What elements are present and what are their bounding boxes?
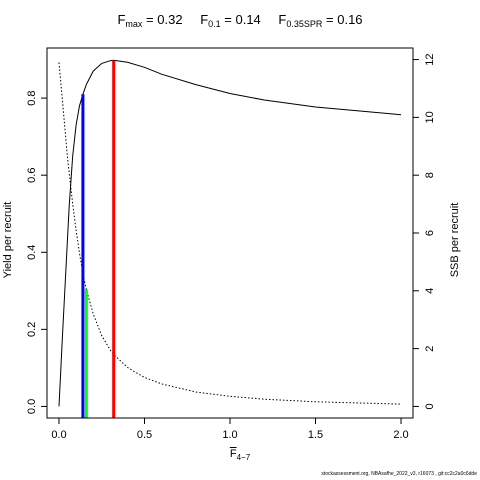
y-left-tick-label: 0.6 <box>26 168 38 183</box>
x-tick-label: 0.0 <box>51 429 66 441</box>
y-right-tick-label: 4 <box>424 288 436 294</box>
y-right-tick-label: 8 <box>424 172 436 178</box>
credit-text: stockassessment.org, NBAsafhe_2022_v3, r… <box>321 471 477 477</box>
y-right-tick-label: 0 <box>424 403 436 409</box>
x-tick-label: 1.5 <box>308 429 323 441</box>
y-right-tick-label: 12 <box>424 53 436 65</box>
plot-frame <box>46 47 414 419</box>
ssb-per-recruit-line <box>58 62 402 405</box>
x-tick-label: 0.5 <box>137 429 152 441</box>
yield-per-recruit-line <box>58 59 402 407</box>
title-f01: F0.1 = 0.14 <box>200 12 261 29</box>
title-fmax: Fmax = 0.32 <box>117 12 183 29</box>
y-right-tick-label: 10 <box>424 111 436 123</box>
y-left-tick-label: 0.8 <box>26 90 38 105</box>
x-tick-label: 1.0 <box>222 429 237 441</box>
y-left-tick-label: 0.2 <box>26 322 38 337</box>
y-left-tick-label: 0.0 <box>26 399 38 414</box>
y-right-tick-label: 2 <box>424 346 436 352</box>
y-left-tick-label: 0.4 <box>26 245 38 260</box>
y-right-axis-label: SSB per recruit <box>449 203 461 278</box>
x-tick-label: 2.0 <box>393 429 408 441</box>
y-left-axis-label: Yield per recruit <box>2 202 14 279</box>
y-right-tick-label: 6 <box>424 230 436 236</box>
x-axis-label: F4−7 <box>229 448 251 462</box>
plot-title: Fmax = 0.32 F0.1 = 0.14 F0.35SPR = 0.16 <box>0 12 480 29</box>
title-f035spr: F0.35SPR = 0.16 <box>278 12 363 29</box>
